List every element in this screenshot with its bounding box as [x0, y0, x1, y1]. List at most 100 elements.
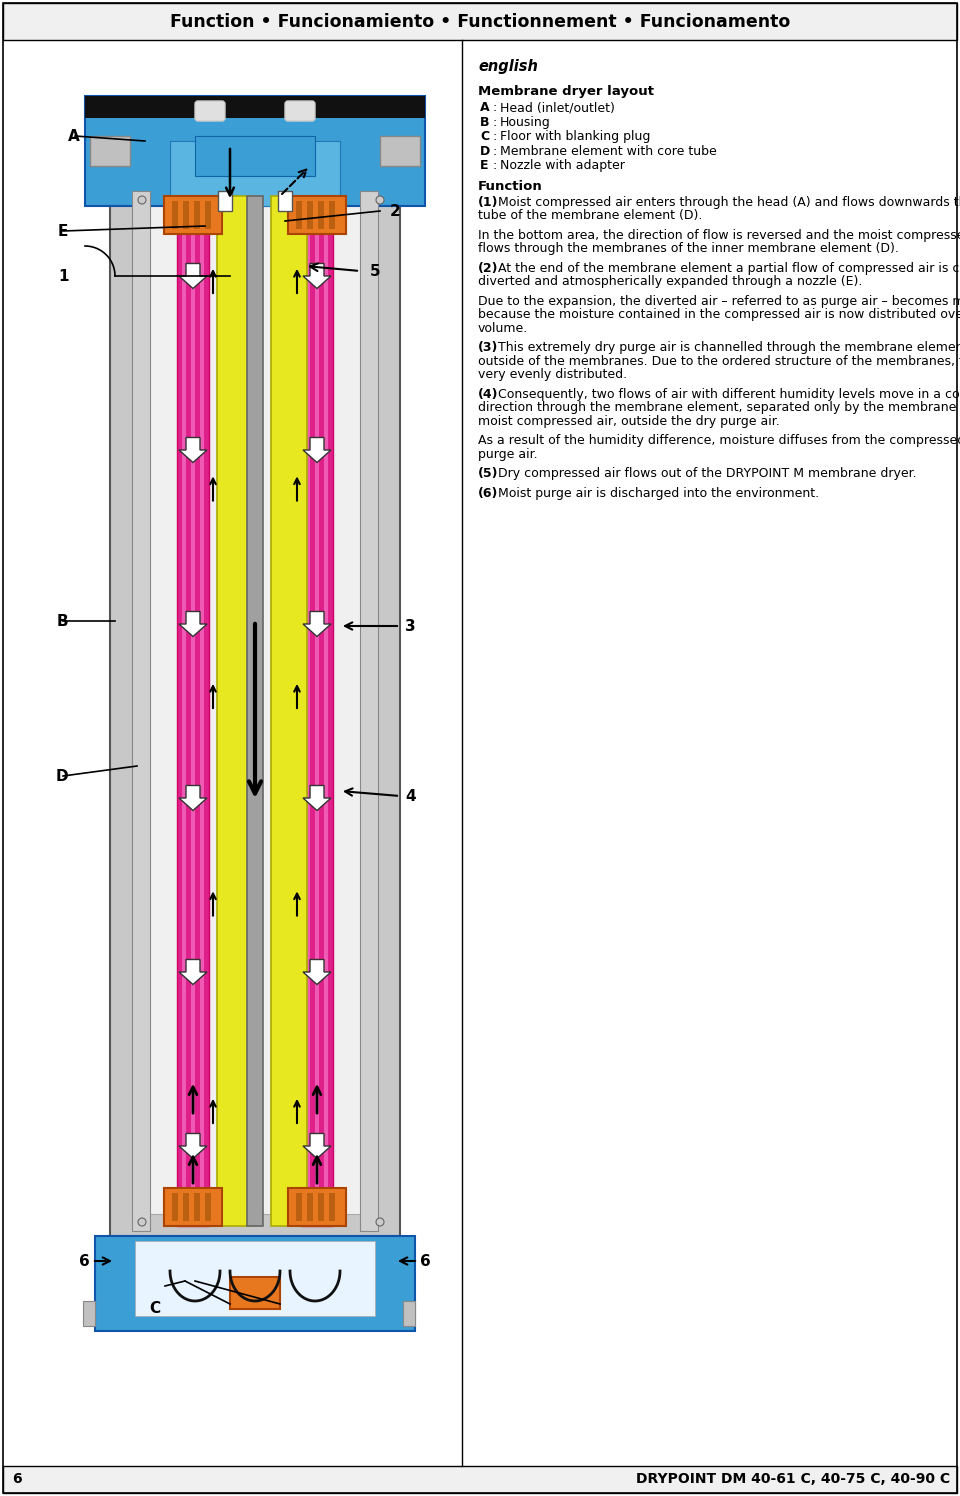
Text: volume.: volume.: [478, 322, 528, 335]
Text: (2): (2): [478, 262, 498, 274]
Bar: [195, 196, 200, 1227]
Text: E: E: [480, 159, 489, 172]
Bar: [90, 136, 130, 166]
Text: B: B: [480, 115, 490, 129]
Polygon shape: [303, 959, 331, 984]
Bar: [205, 1192, 211, 1221]
Text: A: A: [480, 102, 490, 114]
Polygon shape: [303, 785, 331, 811]
Bar: [218, 191, 232, 211]
Bar: [177, 196, 209, 1227]
Bar: [278, 191, 292, 211]
Bar: [183, 1192, 189, 1221]
Bar: [230, 1278, 280, 1309]
Bar: [194, 200, 200, 229]
Text: diverted and atmospherically expanded through a nozzle (E).: diverted and atmospherically expanded th…: [478, 275, 862, 289]
Text: :: :: [492, 130, 496, 144]
Bar: [271, 196, 307, 1227]
Polygon shape: [179, 959, 207, 984]
Bar: [301, 196, 333, 1227]
Bar: [83, 1302, 95, 1325]
Text: (1): (1): [478, 196, 498, 208]
Text: 6: 6: [80, 1254, 90, 1269]
Text: :: :: [492, 145, 496, 157]
Bar: [194, 1192, 200, 1221]
Bar: [191, 196, 195, 1227]
Text: 5: 5: [370, 263, 380, 278]
Text: moist compressed air, outside the dry purge air.: moist compressed air, outside the dry pu…: [478, 414, 780, 428]
Text: Floor with blanking plug: Floor with blanking plug: [500, 130, 650, 144]
Bar: [186, 196, 191, 1227]
Polygon shape: [179, 1134, 207, 1158]
Bar: [318, 200, 324, 229]
Bar: [307, 1192, 313, 1221]
Bar: [403, 1302, 415, 1325]
Bar: [132, 191, 150, 1231]
Polygon shape: [179, 437, 207, 462]
Text: (3): (3): [478, 341, 498, 355]
Text: 1: 1: [58, 268, 68, 284]
Text: Consequently, two flows of air with different humidity levels move in a counter-: Consequently, two flows of air with diff…: [494, 387, 960, 401]
Text: Dry compressed air flows out of the DRYPOINT M membrane dryer.: Dry compressed air flows out of the DRYP…: [494, 467, 917, 480]
Bar: [135, 1242, 375, 1316]
Text: A: A: [68, 129, 80, 144]
Bar: [183, 200, 189, 229]
Bar: [110, 156, 400, 1236]
Bar: [380, 136, 420, 166]
Text: (6): (6): [478, 486, 498, 500]
Text: B: B: [57, 613, 68, 628]
Bar: [247, 196, 263, 1227]
Text: very evenly distributed.: very evenly distributed.: [478, 368, 627, 381]
Bar: [305, 196, 310, 1227]
Text: DRYPOINT DM 40-61 C, 40-75 C, 40-90 C: DRYPOINT DM 40-61 C, 40-75 C, 40-90 C: [636, 1472, 950, 1486]
Bar: [195, 136, 315, 177]
Bar: [301, 196, 305, 1227]
Bar: [324, 196, 328, 1227]
Text: Due to the expansion, the diverted air – referred to as purge air – becomes much: Due to the expansion, the diverted air –…: [478, 295, 960, 308]
Text: tube of the membrane element (D).: tube of the membrane element (D).: [478, 209, 703, 221]
Text: because the moisture contained in the compressed air is now distributed over a m: because the moisture contained in the co…: [478, 308, 960, 322]
Text: :: :: [492, 102, 496, 114]
Bar: [217, 196, 253, 1227]
Bar: [172, 200, 178, 229]
Bar: [329, 200, 335, 229]
Bar: [315, 196, 320, 1227]
Bar: [170, 141, 340, 206]
Bar: [288, 196, 346, 233]
Text: As a result of the humidity difference, moisture diffuses from the compressed ai: As a result of the humidity difference, …: [478, 434, 960, 447]
Polygon shape: [303, 612, 331, 636]
Bar: [3, 3, 957, 40]
Text: direction through the membrane element, separated only by the membrane wall: ins: direction through the membrane element, …: [478, 401, 960, 414]
Text: (5): (5): [478, 467, 498, 480]
Text: (4): (4): [478, 387, 498, 401]
Text: Moist compressed air enters through the head (A) and flows downwards through the: Moist compressed air enters through the …: [494, 196, 960, 208]
Text: :: :: [492, 159, 496, 172]
Circle shape: [138, 196, 146, 203]
Polygon shape: [303, 1134, 331, 1158]
Text: Membrane dryer layout: Membrane dryer layout: [478, 85, 654, 99]
Text: This extremely dry purge air is channelled through the membrane element (D) alon: This extremely dry purge air is channell…: [494, 341, 960, 355]
Text: 4: 4: [405, 788, 416, 803]
Bar: [318, 1192, 324, 1221]
FancyBboxPatch shape: [285, 102, 315, 121]
Bar: [3, 1466, 957, 1493]
Bar: [296, 1192, 302, 1221]
Text: Nozzle with adapter: Nozzle with adapter: [500, 159, 625, 172]
Bar: [95, 1236, 415, 1331]
Bar: [360, 191, 378, 1231]
Bar: [177, 196, 181, 1227]
Text: english: english: [478, 58, 538, 73]
Text: Head (inlet/outlet): Head (inlet/outlet): [500, 102, 614, 114]
Bar: [164, 1188, 222, 1227]
Bar: [172, 1192, 178, 1221]
Text: 6: 6: [420, 1254, 431, 1269]
Text: 3: 3: [405, 618, 416, 633]
Circle shape: [376, 1218, 384, 1227]
Text: D: D: [480, 145, 491, 157]
Bar: [320, 196, 324, 1227]
Text: Function • Funcionamiento • Functionnement • Funcionamento: Function • Funcionamiento • Functionneme…: [170, 12, 790, 30]
Text: C: C: [150, 1302, 160, 1316]
Text: At the end of the membrane element a partial flow of compressed air is continuou: At the end of the membrane element a par…: [494, 262, 960, 274]
Bar: [132, 156, 378, 1213]
Polygon shape: [303, 263, 331, 289]
